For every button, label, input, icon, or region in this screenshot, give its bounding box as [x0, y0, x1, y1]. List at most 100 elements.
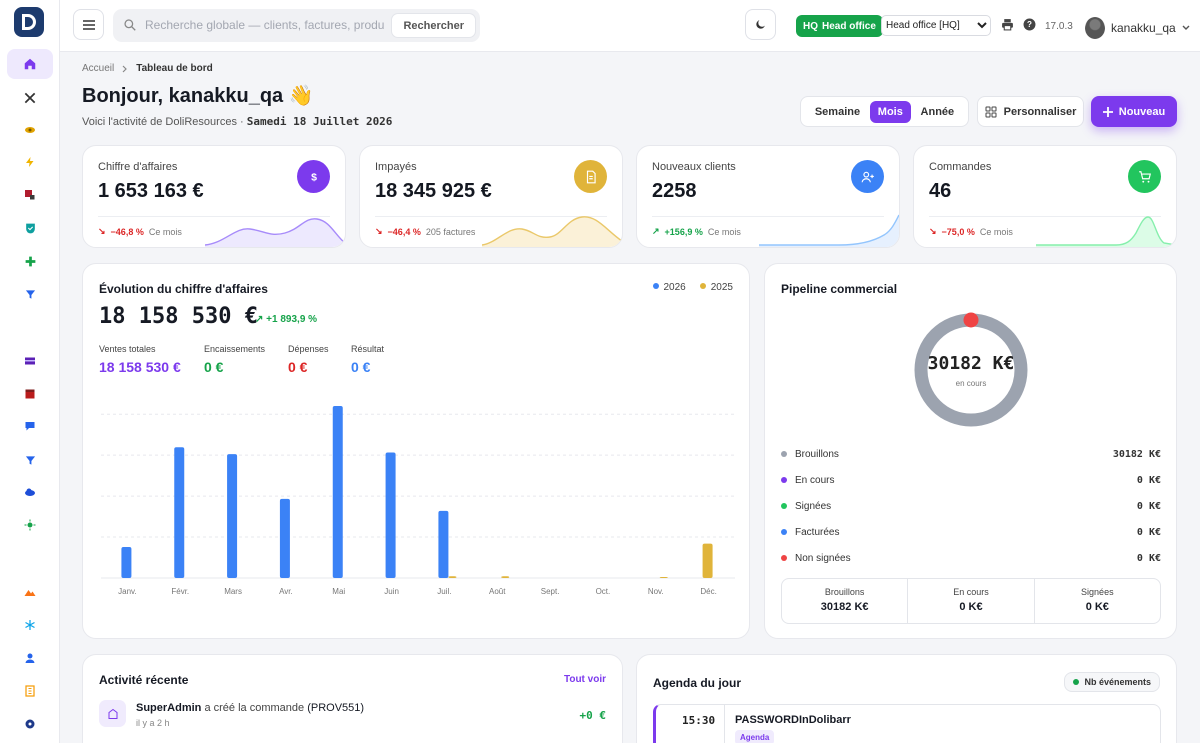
sidebar-item-snowflake[interactable]	[7, 610, 53, 640]
period-week-button[interactable]: Semaine	[814, 105, 861, 118]
search-button[interactable]: Rechercher	[391, 13, 476, 38]
kpi-note: Ce mois	[979, 226, 1013, 237]
event-count-badge: Nb événements	[1064, 672, 1160, 692]
subtitle-prefix: Voici l'activité de DoliResources ·	[82, 116, 247, 128]
x-tick-label: Juil.	[437, 587, 451, 596]
pipeline-row-value: 0 K€	[1136, 552, 1161, 564]
summary-cell: En cours 0 K€	[908, 579, 1035, 623]
plus-icon	[1102, 106, 1113, 117]
summary-label: Signées	[1081, 587, 1114, 597]
print-icon[interactable]	[1001, 18, 1014, 31]
pipeline-row-label: Signées	[795, 500, 832, 512]
status-dot	[781, 555, 787, 561]
sidebar-item-cloud[interactable]	[7, 477, 53, 507]
pipeline-row-label: Brouillons	[795, 448, 839, 460]
sidebar-item-lightning[interactable]	[7, 147, 53, 177]
bar-2026[interactable]	[332, 406, 343, 578]
home-icon	[24, 58, 36, 70]
sidebar-item-shield[interactable]	[7, 213, 53, 243]
svg-text:$: $	[311, 171, 317, 183]
pipeline-row-value: 0 K€	[1136, 474, 1161, 486]
help-icon[interactable]: ?	[1023, 18, 1036, 31]
sidebar-item-box[interactable]	[7, 379, 53, 409]
hamburger-icon	[82, 19, 95, 30]
x-tick-label: Févr.	[171, 587, 189, 596]
pipeline-row[interactable]: Signées 0 K€	[781, 498, 1161, 514]
eye-icon	[25, 127, 35, 133]
sidebar-item-eye[interactable]	[7, 115, 53, 145]
bar-2026[interactable]	[174, 447, 185, 578]
sidebar-item-chat[interactable]	[7, 411, 53, 441]
kpi-footer: ↘ −46,4 % 205 factures	[375, 226, 475, 237]
kpi-value: 18 345 925 €	[375, 180, 492, 202]
sidebar-item-tools[interactable]	[7, 83, 53, 113]
bar-2026[interactable]	[121, 547, 132, 578]
kpi-card-new-clients[interactable]: Nouveaux clients 2258 ↗ +156,9 % Ce mois	[636, 145, 900, 248]
sidebar-item-filter[interactable]	[7, 279, 53, 309]
bar-2025[interactable]	[702, 543, 713, 578]
event-title: PASSWORDInDolibarr	[735, 714, 851, 726]
stat-label: Résultat	[351, 344, 385, 354]
bar-2026[interactable]	[385, 452, 396, 578]
sidebar-item-mountain[interactable]	[7, 577, 53, 607]
entity-select[interactable]: Head office [HQ]	[881, 15, 991, 36]
kpi-label: Nouveaux clients	[652, 161, 736, 173]
breadcrumb-home[interactable]: Accueil	[82, 63, 115, 74]
user-plus-icon	[851, 160, 884, 193]
period-year-button[interactable]: Année	[920, 105, 955, 118]
stat-value: 18 158 530 €	[99, 359, 181, 375]
period-month-button[interactable]: Mois	[869, 100, 911, 123]
legend-item-2025[interactable]: 2025	[699, 282, 733, 293]
sidebar-item-settings[interactable]	[7, 709, 53, 739]
new-button[interactable]: Nouveau	[1091, 96, 1177, 127]
customize-button[interactable]: Personnaliser	[977, 96, 1084, 127]
bar-2025[interactable]	[659, 577, 668, 578]
legend-label: 2026	[663, 282, 686, 293]
kpi-sparkline	[482, 216, 622, 247]
pipeline-row[interactable]: En cours 0 K€	[781, 472, 1161, 488]
x-tick-label: Janv.	[118, 587, 137, 596]
kpi-note: Ce mois	[707, 226, 741, 237]
kpi-divider	[652, 216, 884, 217]
agenda-event[interactable]: 15:30 PASSWORDInDolibarr Agenda	[653, 704, 1161, 743]
sidebar-item-plus[interactable]	[7, 246, 53, 276]
search-icon	[124, 19, 136, 31]
bar-2026[interactable]	[438, 510, 449, 578]
pipeline-row[interactable]: Brouillons 30182 K€	[781, 446, 1161, 462]
user-menu[interactable]: kanakku_qa	[1085, 17, 1190, 39]
search-input[interactable]	[145, 15, 385, 35]
x-tick-label: Avr.	[279, 587, 293, 596]
sidebar-item-building[interactable]	[7, 676, 53, 706]
sidebar-item-funnel[interactable]	[7, 445, 53, 475]
pipeline-row-label: Facturées	[795, 526, 840, 538]
pipeline-row[interactable]: Non signées 0 K€	[781, 550, 1161, 566]
sun-icon	[24, 519, 36, 531]
bar-2026[interactable]	[227, 454, 238, 578]
see-all-link[interactable]: Tout voir	[563, 674, 606, 685]
pipeline-row[interactable]: Facturées 0 K€	[781, 524, 1161, 540]
app-logo[interactable]	[14, 7, 44, 37]
legend-item-2026[interactable]: 2026	[652, 282, 686, 293]
activity-text[interactable]: SuperAdmin a créé la commande (PROV551)	[136, 702, 364, 714]
recent-activity-card: Activité récente Tout voir SuperAdmin a …	[82, 654, 623, 743]
kpi-sparkline	[759, 214, 899, 247]
bar-2026[interactable]	[279, 498, 290, 578]
x-tick-label: Déc.	[700, 587, 716, 596]
kpi-card-unpaid[interactable]: Impayés 18 345 925 € ↘ −46,4 % 205 factu…	[359, 145, 623, 248]
kpi-card-revenue[interactable]: Chiffre d'affaires 1 653 163 € $ ↘ −46,8…	[82, 145, 346, 248]
menu-toggle-button[interactable]	[73, 9, 104, 40]
theme-toggle-button[interactable]	[745, 9, 776, 40]
sidebar-item-home[interactable]	[7, 49, 53, 79]
revenue-total: 18 158 530 €	[99, 304, 258, 329]
stat-result: Résultat 0 €	[351, 344, 384, 375]
invoice-icon	[574, 160, 607, 193]
bar-2025[interactable]	[501, 576, 510, 578]
kpi-card-orders[interactable]: Commandes 46 ↘ −75,0 % Ce mois	[913, 145, 1177, 248]
sidebar-item-pointer[interactable]	[7, 180, 53, 210]
bar-2025[interactable]	[448, 576, 457, 578]
pipeline-row-label: En cours	[795, 474, 835, 486]
sidebar-item-users[interactable]	[7, 643, 53, 673]
sidebar-item-sun[interactable]	[7, 510, 53, 540]
stat-value: 0 €	[351, 359, 371, 375]
sidebar-item-cash[interactable]	[7, 346, 53, 376]
